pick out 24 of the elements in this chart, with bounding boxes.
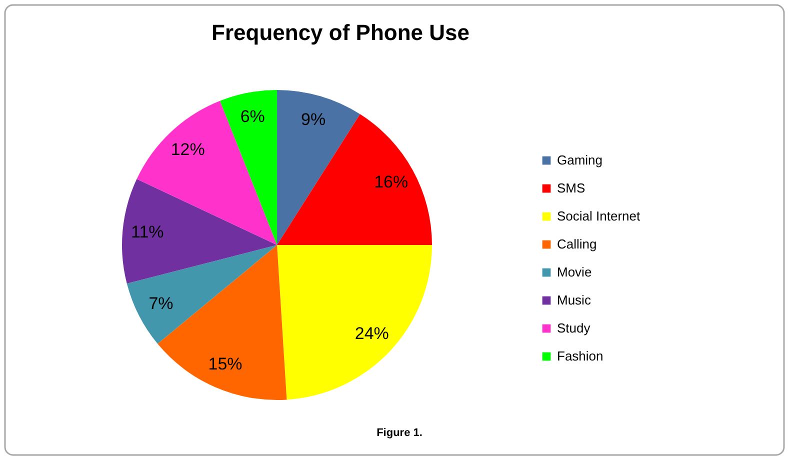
chart-title: Frequency of Phone Use bbox=[212, 20, 470, 45]
legend-label: Gaming bbox=[557, 152, 603, 168]
pie-slice bbox=[277, 90, 360, 245]
data-label: 7% bbox=[148, 294, 174, 314]
pie-slice bbox=[126, 245, 277, 344]
data-label: 16% bbox=[374, 172, 408, 192]
data-label: 15% bbox=[208, 354, 242, 374]
legend-label: Movie bbox=[557, 264, 592, 280]
data-label: 9% bbox=[301, 110, 326, 129]
pie-slice bbox=[277, 114, 432, 245]
caption: Figure 1. bbox=[376, 427, 422, 439]
data-label: 11% bbox=[130, 222, 164, 242]
legend-label: Study bbox=[557, 320, 591, 336]
legend-label: Fashion bbox=[557, 348, 604, 364]
legend-label: Music bbox=[557, 292, 592, 308]
legend-label: SMS bbox=[557, 180, 586, 196]
data-label: 6% bbox=[240, 107, 265, 126]
data-label: 12% bbox=[170, 140, 205, 160]
legend-label: Calling bbox=[557, 236, 597, 252]
legend-label: Social Internet bbox=[557, 208, 640, 224]
data-label: 24% bbox=[354, 324, 389, 344]
pie-slice bbox=[277, 245, 432, 400]
pie-slice bbox=[122, 179, 277, 284]
pie-slice bbox=[220, 90, 277, 245]
